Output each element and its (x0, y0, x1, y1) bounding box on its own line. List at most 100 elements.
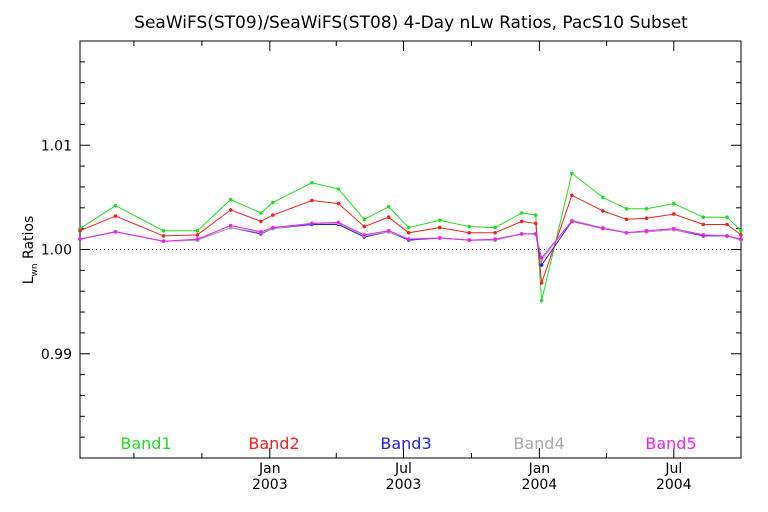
data-point-band5 (672, 226, 676, 231)
series-lines (78, 171, 743, 303)
x-tick-year-label: 2003 (386, 477, 422, 493)
series-band5 (78, 219, 743, 260)
x-tick-label: Jul (394, 461, 412, 477)
data-point-band5 (336, 220, 341, 225)
data-point-band2 (113, 214, 118, 218)
y-axis-label: Lwn Ratios (21, 216, 40, 285)
series-line-band2 (79, 194, 742, 284)
data-point-band2 (624, 217, 629, 222)
data-point-band2 (78, 228, 82, 233)
data-point-band2 (271, 213, 275, 217)
data-point-band5 (725, 234, 729, 238)
data-point-band1 (161, 228, 166, 233)
data-point-band2 (701, 222, 706, 227)
legend-entry-band2: Band2 (248, 434, 299, 453)
data-point-band5 (406, 237, 411, 241)
data-point-band1 (195, 228, 200, 233)
data-point-band2 (467, 231, 472, 235)
x-tick-year-label: 2003 (252, 477, 288, 493)
data-point-band1 (113, 203, 118, 208)
series-band2 (78, 193, 743, 285)
legend: Band1 Band2 Band3 Band4 Band5 (120, 434, 696, 453)
data-point-band3 (539, 263, 544, 267)
data-point-band5 (113, 230, 118, 234)
data-point-band2 (519, 219, 524, 224)
data-point-band1 (467, 224, 472, 229)
x-tick-year-label: 2004 (522, 477, 558, 493)
data-point-band1 (644, 207, 649, 211)
legend-entry-band1: Band1 (120, 434, 171, 453)
data-point-band2 (161, 234, 166, 238)
data-point-band1 (601, 195, 605, 200)
legend-entry-band5: Band5 (645, 434, 696, 453)
data-point-band1 (228, 197, 233, 202)
data-point-band1 (672, 201, 676, 206)
x-tick-label: Jul (664, 461, 682, 477)
series-line-band5 (79, 220, 742, 259)
data-point-band1 (701, 215, 706, 219)
data-point-band5 (437, 236, 442, 240)
data-point-band5 (624, 231, 629, 235)
data-point-band5 (228, 223, 233, 228)
chart-title: SeaWiFS(ST09)/SeaWiFS(ST08) 4-Day nLw Ra… (134, 13, 688, 33)
legend-entry-band3: Band3 (380, 434, 431, 453)
plot-frame (79, 40, 742, 459)
data-point-band1 (336, 187, 341, 191)
data-point-band1 (539, 298, 544, 303)
data-point-band1 (739, 228, 743, 233)
data-point-band1 (493, 225, 497, 230)
data-point-band5 (570, 219, 574, 224)
data-point-band1 (437, 218, 442, 223)
data-point-band2 (437, 225, 442, 230)
data-point-band5 (259, 230, 263, 234)
data-point-band2 (386, 215, 391, 219)
series-line-band1 (79, 172, 742, 301)
data-point-band2 (336, 201, 341, 206)
data-point-band2 (310, 198, 314, 203)
data-point-band2 (539, 281, 544, 285)
data-point-band2 (725, 222, 729, 227)
data-point-band5 (701, 233, 706, 237)
series-line-band3 (79, 220, 742, 267)
axes (79, 40, 742, 459)
data-point-band5 (739, 237, 743, 241)
data-point-band2 (362, 224, 367, 229)
x-tick-label: Jan (528, 461, 551, 477)
data-point-band2 (601, 209, 605, 213)
data-point-band5 (493, 237, 497, 241)
data-point-band5 (362, 233, 367, 237)
data-point-band1 (519, 211, 524, 215)
data-point-band1 (362, 217, 367, 222)
y-tick-label: 1.01 (41, 138, 72, 154)
data-point-band2 (533, 221, 538, 226)
data-point-band2 (493, 231, 497, 235)
data-point-band1 (624, 207, 629, 211)
y-tick-label: 1.00 (41, 243, 72, 259)
legend-entry-band4: Band4 (513, 434, 564, 453)
data-point-band2 (406, 231, 411, 235)
data-point-band5 (271, 225, 275, 230)
data-point-band2 (739, 233, 743, 237)
data-point-band1 (570, 171, 574, 176)
data-point-band5 (539, 255, 544, 260)
data-point-band2 (259, 219, 263, 224)
series-band1 (78, 171, 743, 303)
data-point-band2 (644, 216, 649, 220)
data-point-band5 (601, 226, 605, 231)
data-point-band2 (570, 193, 574, 198)
x-tick-label: Jan (258, 461, 281, 477)
x-tick-year-label: 2004 (656, 477, 692, 493)
data-point-band5 (519, 232, 524, 236)
data-point-band1 (725, 215, 729, 219)
data-point-band5 (533, 232, 538, 236)
data-point-band5 (310, 221, 314, 226)
data-point-band2 (228, 208, 233, 212)
data-point-band1 (310, 181, 314, 185)
data-point-band1 (271, 200, 275, 205)
data-point-band1 (259, 211, 263, 215)
data-point-band5 (78, 237, 82, 241)
data-point-band1 (386, 205, 391, 209)
y-tick-label: 0.99 (41, 347, 72, 363)
